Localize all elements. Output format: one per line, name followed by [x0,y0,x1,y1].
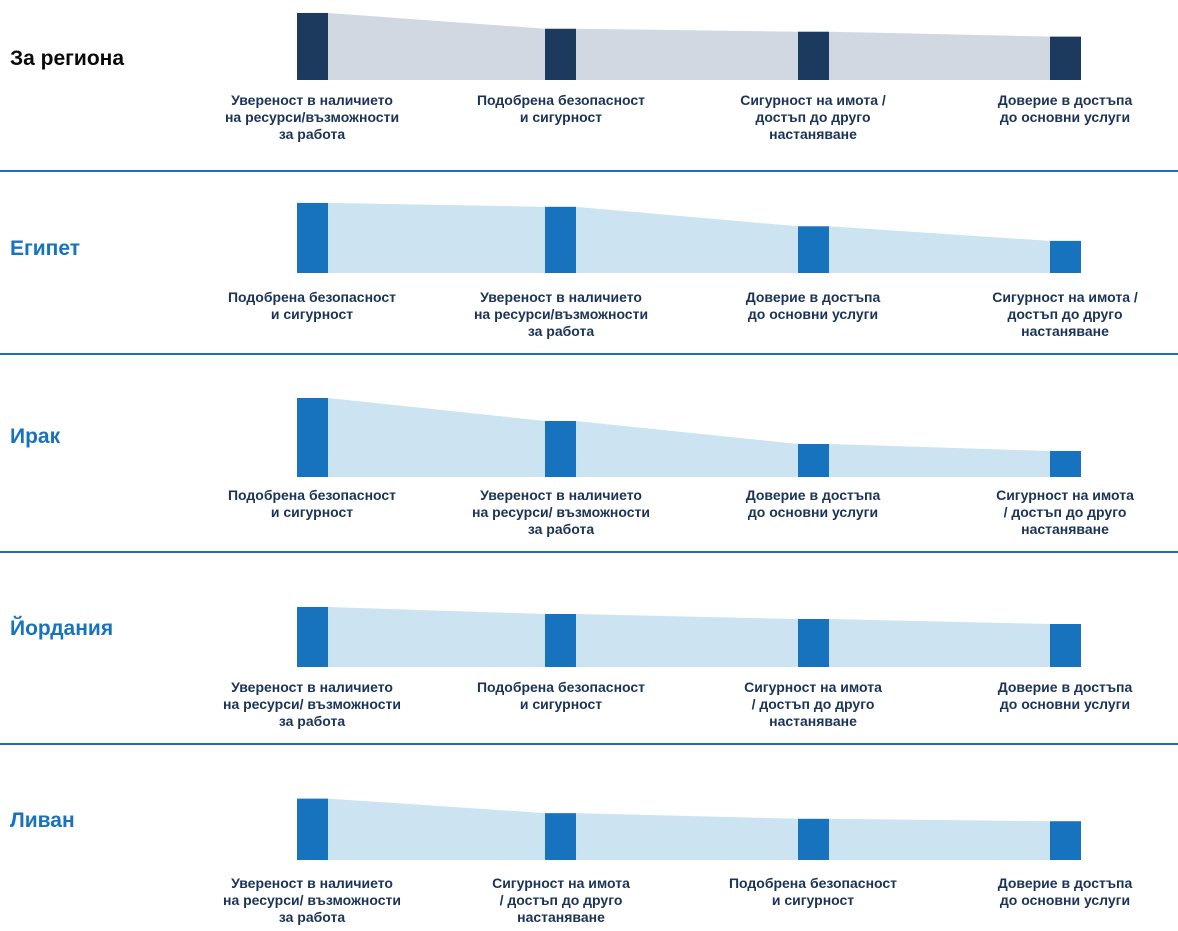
category-label: Сигурност на имота / достъп до друго нас… [992,289,1138,339]
category-label: Доверие в достъпа до основни услуги [997,875,1133,908]
panel-title: Ливан [10,809,75,832]
bar [1050,821,1081,860]
category-label: Увереност в наличието на ресурси/ възмож… [222,679,401,729]
panel-title: Йордания [10,617,114,640]
bar [545,614,576,667]
category-label: Подобрена безопасност и сигурност [227,289,397,322]
panel-title: За региона [10,47,125,70]
category-label: Увереност в наличието на ресурси/възможн… [224,92,400,142]
bar [545,28,576,80]
connector-band [576,614,798,667]
bar [1050,624,1081,667]
connector-band [576,28,798,80]
connector-band [328,12,545,81]
section-divider [0,170,1178,172]
connector-band [576,206,798,273]
bar [798,444,829,477]
category-label: Подобрена безопасност и сигурност [728,875,898,908]
section-divider [0,551,1178,553]
category-label: Подобрена безопасност и сигурност [476,92,646,125]
connector-band [328,202,545,273]
category-label: Увереност в наличието на ресурси/ възмож… [222,875,401,925]
bar [297,202,328,273]
connector-band [328,398,545,477]
bar [1050,451,1081,477]
connector-band [829,31,1050,80]
bar [297,798,328,860]
connector-band [576,813,798,860]
bar [798,619,829,667]
bar [798,226,829,273]
panel-title: Египет [10,237,81,260]
category-label: Подобрена безопасност и сигурност [476,679,646,712]
bar [1050,36,1081,80]
connector-band [328,607,545,667]
category-label: Доверие в достъпа до основни услуги [745,289,881,322]
connector-band [576,421,798,477]
category-label: Увереност в наличието на ресурси/ възмож… [471,487,650,537]
bar [545,813,576,860]
bar [297,398,328,477]
category-label: Доверие в достъпа до основни услуги [745,487,881,520]
category-label: Доверие в достъпа до основни услуги [997,92,1133,125]
section-divider [0,743,1178,745]
connector-band [829,818,1050,860]
connector-band [829,444,1050,477]
category-label: Сигурност на имота / достъп до друго нас… [744,679,882,729]
bar [297,607,328,667]
bar [545,421,576,477]
bar [798,818,829,860]
bar [798,31,829,80]
category-label: Доверие в достъпа до основни услуги [997,679,1133,712]
section-divider [0,353,1178,355]
category-label: Сигурност на имота / достъп до друго нас… [492,875,630,925]
connector-band [328,798,545,860]
category-label: Сигурност на имота / достъп до друго нас… [740,92,886,142]
category-label: Подобрена безопасност и сигурност [227,487,397,520]
bar [1050,240,1081,273]
connector-band [829,226,1050,273]
connector-band [829,619,1050,667]
bar [545,206,576,273]
bar [297,12,328,81]
category-label: Сигурност на имота / достъп до друго нас… [996,487,1134,537]
category-label: Увереност в наличието на ресурси/възможн… [473,289,649,339]
panel-title: Ирак [10,425,61,448]
